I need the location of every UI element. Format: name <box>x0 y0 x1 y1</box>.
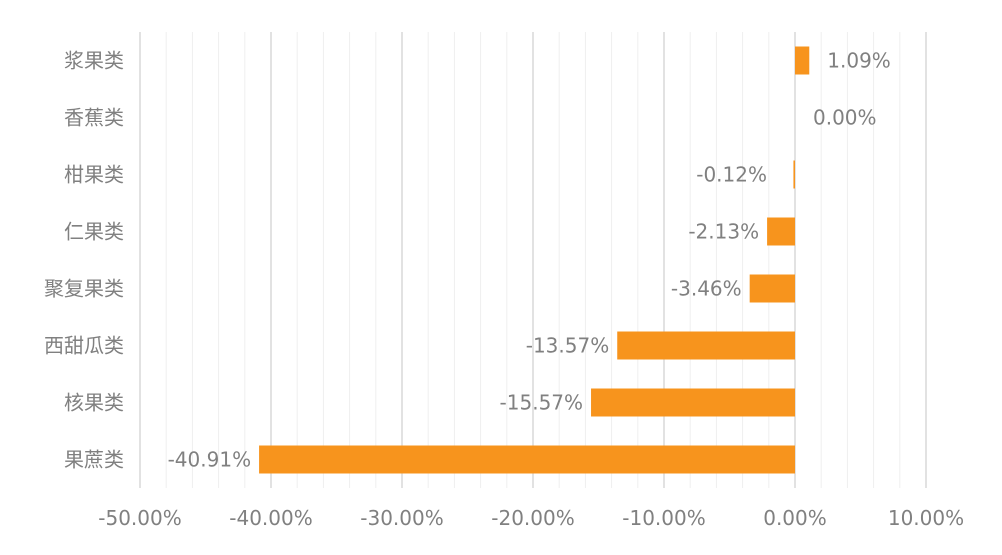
x-tick-labels: -50.00% -40.00% -30.00% -20.00% -10.00% 0.00%… <box>98 506 964 530</box>
data-labels: 1.09% 0.00% -0.12% -2.13% -3.46% -13.57% -15.5… <box>168 49 891 472</box>
x-tick-label: -20.00% <box>491 506 574 530</box>
data-label: 0.00% <box>813 106 877 130</box>
data-label: -40.91% <box>168 448 251 472</box>
category-label: 香蕉类 <box>64 106 124 130</box>
bar <box>591 388 795 417</box>
x-tick-label: -40.00% <box>229 506 312 530</box>
grid-lines <box>139 32 927 488</box>
bar <box>793 160 795 189</box>
data-label: -0.12% <box>696 163 767 187</box>
bar <box>259 445 796 474</box>
bar <box>795 46 810 75</box>
category-label: 仁果类 <box>64 220 124 244</box>
bar <box>617 331 795 360</box>
data-label: -3.46% <box>671 277 742 301</box>
bars <box>259 46 810 474</box>
category-label: 柑果类 <box>64 163 124 187</box>
x-tick-label: 0.00% <box>763 506 827 530</box>
x-tick-label: -10.00% <box>622 506 705 530</box>
bar <box>767 217 795 246</box>
bar <box>749 274 795 303</box>
data-label: -15.57% <box>500 391 583 415</box>
data-label: 1.09% <box>827 49 891 73</box>
x-tick-label: -30.00% <box>360 506 443 530</box>
x-tick-label: 10.00% <box>888 506 964 530</box>
category-label: 西甜瓜类 <box>44 334 124 358</box>
category-label: 核果类 <box>64 391 124 415</box>
category-label: 果蔗类 <box>64 448 124 472</box>
data-label: -2.13% <box>688 220 759 244</box>
category-label: 浆果类 <box>64 49 124 73</box>
x-tick-label: -50.00% <box>98 506 181 530</box>
category-label: 聚复果类 <box>44 277 124 301</box>
data-label: -13.57% <box>526 334 609 358</box>
